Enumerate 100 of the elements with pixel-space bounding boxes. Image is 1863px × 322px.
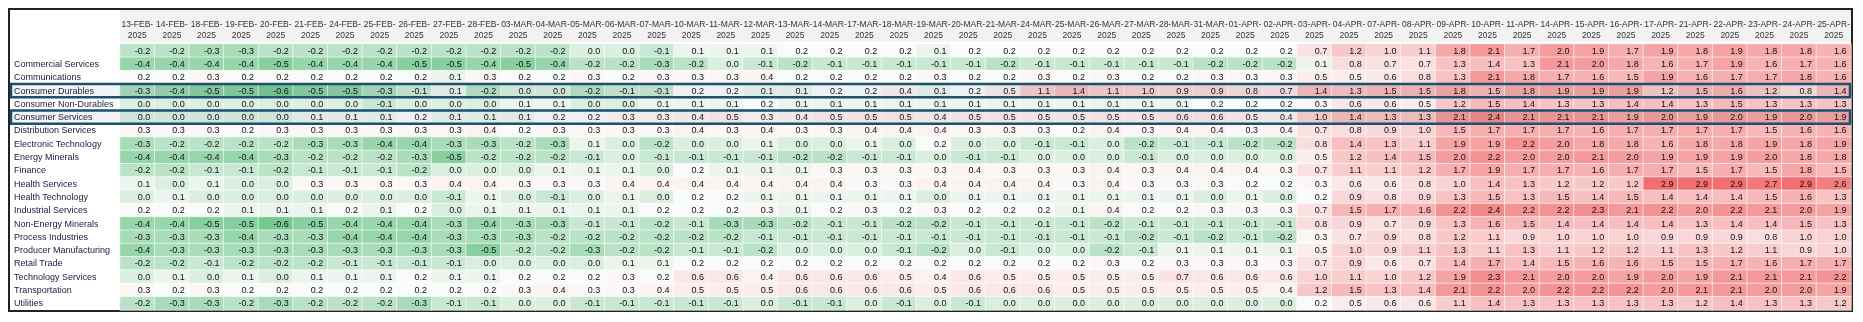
y-tick-label: Non-Energy Minerals bbox=[14, 218, 100, 229]
data-label: -0.2 bbox=[688, 58, 705, 69]
data-label: 2.0 bbox=[1557, 152, 1570, 163]
data-label: 0.0 bbox=[933, 191, 947, 202]
data-label: 0.5 bbox=[1141, 112, 1155, 123]
data-label: 0.1 bbox=[795, 98, 808, 109]
data-label: 0.4 bbox=[899, 85, 912, 96]
data-label: 1.0 bbox=[1626, 231, 1639, 242]
data-label: 0.1 bbox=[310, 271, 324, 282]
data-label: -0.1 bbox=[480, 298, 497, 309]
data-label: 1.3 bbox=[1695, 98, 1709, 109]
data-label: -0.6 bbox=[273, 85, 289, 96]
data-label: 2.3 bbox=[1591, 205, 1605, 216]
data-label: 0.1 bbox=[899, 98, 912, 109]
data-label: 1.1 bbox=[1557, 245, 1570, 256]
data-label: 0.1 bbox=[553, 98, 566, 109]
data-label: 0.0 bbox=[1176, 298, 1189, 309]
data-label: 0.3 bbox=[587, 285, 601, 296]
data-label: 0.3 bbox=[1245, 258, 1259, 269]
x-tick-label: 24-FEB-2025 bbox=[329, 18, 362, 40]
data-label: 0.1 bbox=[622, 205, 635, 216]
x-tick-label: 16-APR-2025 bbox=[1609, 18, 1643, 40]
data-label: -0.2 bbox=[273, 45, 289, 56]
data-label: 0.1 bbox=[518, 205, 531, 216]
data-label: 0.3 bbox=[726, 72, 739, 83]
data-label: -0.2 bbox=[723, 231, 739, 242]
data-label: 0.1 bbox=[830, 98, 843, 109]
data-label: 0.2 bbox=[899, 45, 912, 56]
data-label: 0.4 bbox=[1210, 125, 1224, 136]
x-tick-label: 20-FEB-2025 bbox=[259, 18, 292, 40]
data-label: 0.5 bbox=[1003, 85, 1016, 96]
data-label: 1.3 bbox=[1660, 298, 1674, 309]
y-tick-label: Health Services bbox=[14, 178, 78, 189]
data-label: 1.4 bbox=[1072, 85, 1085, 96]
data-label: 0.5 bbox=[1418, 98, 1432, 109]
data-label: -0.4 bbox=[307, 58, 324, 69]
data-label: -0.1 bbox=[723, 298, 739, 309]
data-label: 2.0 bbox=[1591, 271, 1605, 282]
data-label: 0.2 bbox=[1141, 72, 1155, 83]
data-label: 0.3 bbox=[1037, 72, 1051, 83]
data-label: -0.3 bbox=[376, 245, 393, 256]
data-label: 1.3 bbox=[1383, 285, 1397, 296]
data-label: 2.2 bbox=[1522, 138, 1535, 149]
data-label: 0.4 bbox=[760, 72, 774, 83]
data-label: 2.1 bbox=[1487, 45, 1501, 56]
data-label: 1.2 bbox=[1626, 178, 1639, 189]
data-label: -0.1 bbox=[203, 165, 220, 176]
data-label: 1.7 bbox=[1730, 258, 1743, 269]
data-label: 0.6 bbox=[1280, 271, 1293, 282]
x-tick-label: 27-FEB-2025 bbox=[433, 18, 465, 40]
data-label: 0.2 bbox=[656, 271, 670, 282]
data-label: 0.2 bbox=[656, 205, 670, 216]
data-label: -0.1 bbox=[653, 152, 670, 163]
data-label: -0.2 bbox=[515, 152, 531, 163]
data-label: 1.3 bbox=[1834, 191, 1847, 202]
data-label: -0.2 bbox=[169, 45, 185, 56]
data-label: 0.5 bbox=[726, 285, 739, 296]
x-tick-label: 13-MAR-2025 bbox=[778, 18, 813, 40]
data-label: 0.2 bbox=[1003, 205, 1016, 216]
data-label: -0.5 bbox=[238, 85, 255, 96]
data-label: 0.2 bbox=[449, 285, 462, 296]
data-label: -0.1 bbox=[1000, 231, 1016, 242]
data-label: 0.0 bbox=[726, 138, 739, 149]
data-label: -0.5 bbox=[411, 58, 428, 69]
data-label: 0.6 bbox=[1037, 285, 1051, 296]
data-label: -0.1 bbox=[723, 152, 739, 163]
data-label: 1.4 bbox=[1730, 218, 1743, 229]
data-label: 1.7 bbox=[1557, 72, 1570, 83]
data-label: 1.9 bbox=[1591, 85, 1605, 96]
data-label: -0.4 bbox=[238, 152, 255, 163]
data-label: 1.2 bbox=[1418, 271, 1432, 282]
data-label: 0.2 bbox=[137, 72, 151, 83]
data-label: 0.1 bbox=[1176, 191, 1189, 202]
data-label: 0.4 bbox=[1245, 165, 1259, 176]
data-label: 0.4 bbox=[726, 178, 739, 189]
data-label: 0.5 bbox=[760, 285, 774, 296]
data-label: 0.9 bbox=[1176, 85, 1189, 96]
data-label: 1.7 bbox=[1730, 165, 1743, 176]
data-label: 0.1 bbox=[379, 112, 393, 123]
data-label: -0.3 bbox=[446, 218, 462, 229]
data-label: 1.0 bbox=[1557, 231, 1570, 242]
data-label: 0.4 bbox=[1107, 165, 1120, 176]
data-label: 0.4 bbox=[899, 125, 912, 136]
data-label: 0.1 bbox=[656, 98, 670, 109]
y-tick-label: Consumer Non-Durables bbox=[14, 98, 115, 109]
x-tick-label: 04-APR-2025 bbox=[1332, 18, 1366, 40]
data-label: 1.4 bbox=[1557, 218, 1570, 229]
data-label: 1.8 bbox=[1799, 138, 1812, 149]
data-label: -0.3 bbox=[376, 85, 393, 96]
data-label: 0.2 bbox=[483, 285, 497, 296]
data-label: 0.3 bbox=[553, 125, 566, 136]
data-label: 1.3 bbox=[1557, 98, 1570, 109]
data-label: 0.6 bbox=[864, 285, 878, 296]
data-label: -0.2 bbox=[1242, 138, 1259, 149]
data-label: 0.4 bbox=[968, 178, 982, 189]
data-label: 1.2 bbox=[1557, 178, 1570, 189]
y-tick-label: Finance bbox=[14, 165, 47, 176]
data-label: -0.3 bbox=[238, 45, 255, 56]
data-label: 0.2 bbox=[379, 72, 393, 83]
data-label: 0.2 bbox=[1003, 72, 1016, 83]
